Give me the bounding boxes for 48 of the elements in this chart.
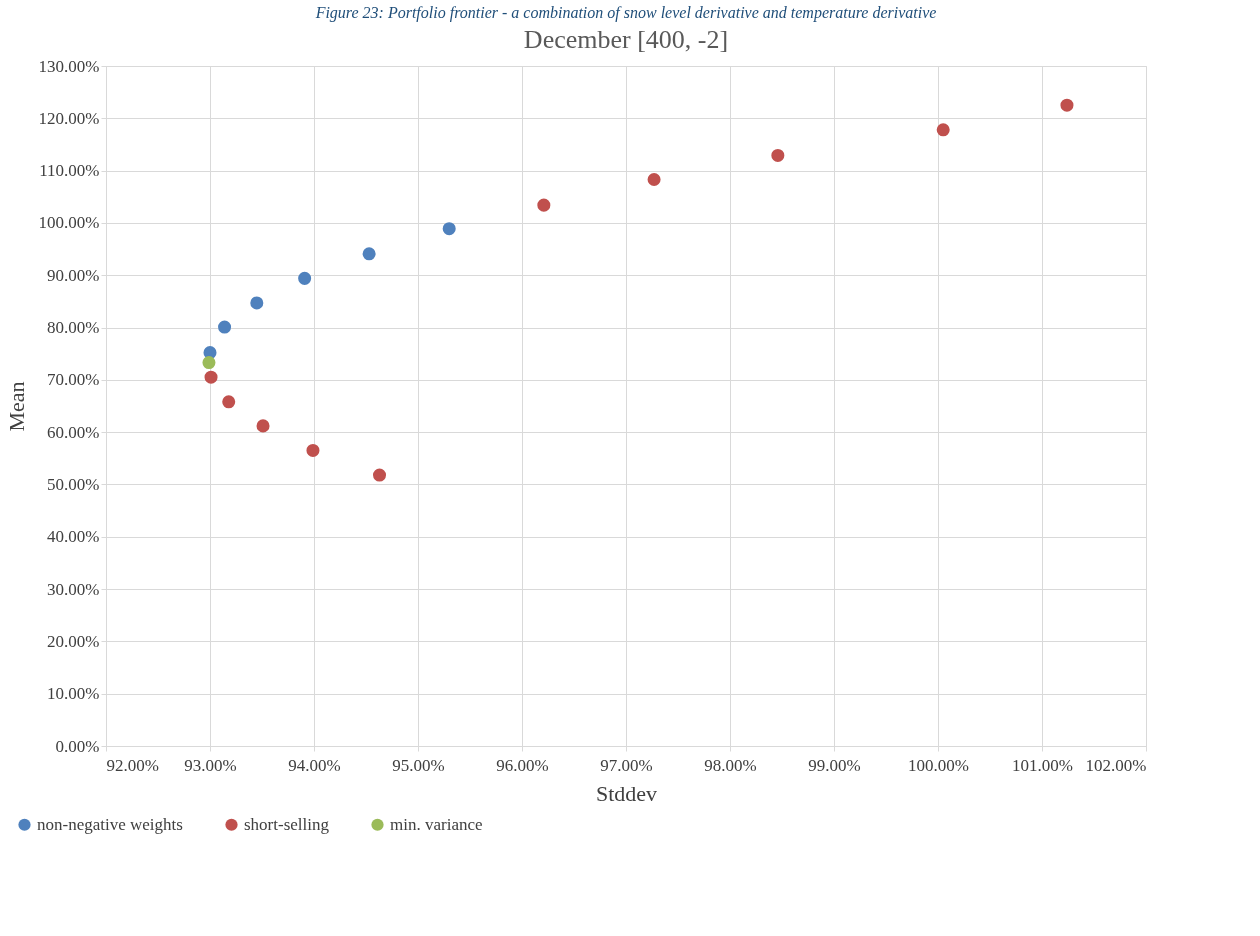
x-tick-label: 93.00% (184, 755, 237, 775)
chart-title: December [400, -2] (523, 25, 729, 54)
y-tick-label: 20.00% (47, 631, 100, 651)
y-tick-label: 60.00% (47, 422, 100, 442)
point (298, 271, 312, 285)
x-tick-label: 94.00% (288, 755, 341, 775)
point (256, 419, 270, 433)
y-tick-label: 30.00% (47, 579, 100, 599)
x-tick-label: 95.00% (392, 755, 445, 775)
y-axis-title: Mean (3, 381, 29, 432)
x-tick-label: 96.00% (496, 755, 549, 775)
legend-label: min. variance (390, 814, 483, 834)
point (204, 370, 218, 384)
y-tick-label: 70.00% (47, 370, 100, 390)
y-tick-label: 0.00% (55, 736, 100, 756)
x-tick-label: 92.00% (106, 755, 159, 775)
x-tick-label: 98.00% (704, 755, 757, 775)
x-tick-label: 101.00% (1012, 755, 1073, 775)
point (250, 296, 264, 310)
point (362, 247, 376, 261)
y-tick-label: 130.00% (38, 56, 100, 76)
x-tick-label: 100.00% (908, 755, 969, 775)
point (1060, 98, 1074, 112)
point (771, 148, 785, 162)
point (442, 222, 456, 236)
y-tick-label: 10.00% (47, 684, 100, 704)
y-tick-label: 100.00% (38, 213, 100, 233)
caption: Figure 23: Portfolio frontier - a combination of snow level derivative and temperature derivative (314, 4, 937, 22)
point (537, 198, 551, 212)
x-tick-label: 102.00% (1085, 755, 1147, 775)
point (373, 468, 387, 482)
y-tick-label: 120.00% (38, 108, 100, 128)
point (647, 173, 661, 187)
y-tick-label: 110.00% (39, 161, 100, 181)
y-tick-label: 80.00% (47, 318, 100, 338)
point (202, 356, 216, 370)
x-tick-label: 99.00% (808, 755, 861, 775)
x-tick-label: 97.00% (600, 755, 653, 775)
x-axis-title: Stddev (595, 780, 658, 806)
legend-label: non-negative weights (37, 814, 183, 834)
legend-label: short-selling (244, 814, 330, 834)
point (936, 123, 950, 137)
y-tick-label: 50.00% (47, 474, 100, 494)
y-tick-label: 40.00% (47, 527, 100, 547)
point (222, 395, 236, 409)
y-tick-label: 90.00% (47, 265, 100, 285)
point (306, 443, 320, 457)
point (218, 320, 232, 334)
